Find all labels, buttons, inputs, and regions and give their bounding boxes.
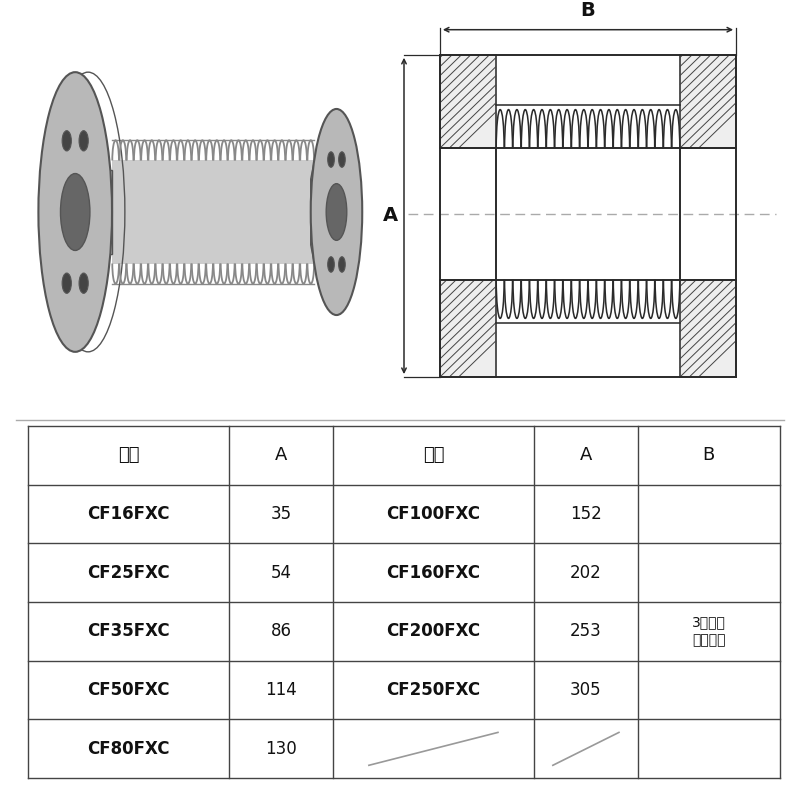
Text: A: A: [274, 446, 287, 464]
Ellipse shape: [79, 130, 88, 151]
Ellipse shape: [338, 152, 346, 167]
Text: CF200FXC: CF200FXC: [386, 622, 481, 640]
Ellipse shape: [338, 257, 346, 272]
Ellipse shape: [79, 273, 88, 294]
Ellipse shape: [328, 152, 334, 167]
Text: CF50FXC: CF50FXC: [87, 681, 170, 699]
Bar: [680, 280, 736, 377]
Text: 152: 152: [570, 505, 602, 523]
Text: 54: 54: [270, 564, 291, 582]
Text: A: A: [383, 206, 398, 226]
Bar: [112, 161, 314, 263]
Ellipse shape: [328, 257, 334, 272]
Text: CF160FXC: CF160FXC: [386, 564, 481, 582]
Ellipse shape: [326, 184, 346, 240]
Text: CF35FXC: CF35FXC: [87, 622, 170, 640]
Text: A: A: [580, 446, 592, 464]
Text: 尺寸: 尺寸: [118, 446, 139, 464]
Text: 3米以内
随意定制: 3米以内 随意定制: [692, 615, 726, 647]
Ellipse shape: [61, 174, 90, 250]
Polygon shape: [88, 170, 112, 254]
Bar: [680, 55, 736, 148]
Text: CF100FXC: CF100FXC: [386, 505, 481, 523]
Text: 305: 305: [570, 681, 602, 699]
Ellipse shape: [310, 109, 362, 315]
Ellipse shape: [62, 130, 71, 151]
Text: CF25FXC: CF25FXC: [87, 564, 170, 582]
Polygon shape: [310, 161, 314, 263]
Text: 202: 202: [570, 564, 602, 582]
Text: CF250FXC: CF250FXC: [386, 681, 481, 699]
Text: B: B: [581, 1, 595, 20]
Ellipse shape: [62, 273, 71, 294]
Text: 尺寸: 尺寸: [422, 446, 444, 464]
Text: 114: 114: [265, 681, 297, 699]
Text: 130: 130: [265, 740, 297, 758]
Bar: [440, 280, 496, 377]
Text: 86: 86: [270, 622, 291, 640]
Text: CF80FXC: CF80FXC: [87, 740, 170, 758]
Text: 253: 253: [570, 622, 602, 640]
Text: 35: 35: [270, 505, 291, 523]
Text: B: B: [702, 446, 715, 464]
Text: 致诚真空: 致诚真空: [174, 285, 266, 355]
Ellipse shape: [38, 72, 112, 352]
Bar: [440, 55, 496, 148]
Text: CF16FXC: CF16FXC: [87, 505, 170, 523]
